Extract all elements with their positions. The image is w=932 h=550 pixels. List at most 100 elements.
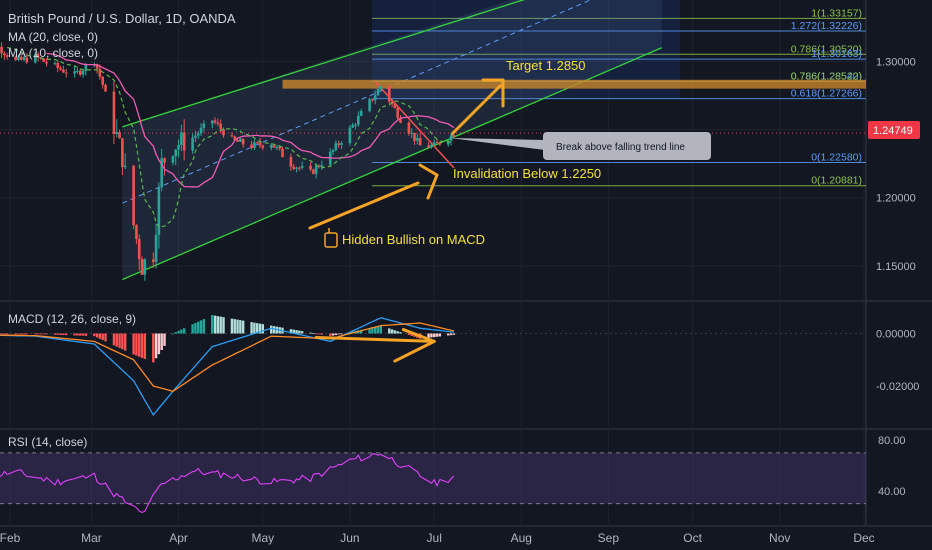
target-arrow-shaft xyxy=(450,84,502,136)
candle-body xyxy=(22,57,26,60)
macd-histogram-bar xyxy=(239,320,242,334)
macd-histogram-bar xyxy=(216,316,220,334)
candle-body xyxy=(373,95,377,101)
macd-histogram-bar xyxy=(81,333,85,336)
candle-body xyxy=(137,238,141,259)
macd-histogram-bar xyxy=(256,323,259,334)
fib-level-label: 0(1.20881) xyxy=(811,175,862,187)
candle-body xyxy=(233,136,237,140)
macd-histogram-bar xyxy=(121,333,124,350)
candle-body xyxy=(81,70,85,75)
candle-body xyxy=(298,167,301,169)
macd-histogram-bar xyxy=(340,333,343,335)
macd-histogram-bar xyxy=(379,325,383,334)
macd-histogram-bar xyxy=(388,328,391,334)
candle-body xyxy=(213,120,217,123)
candle-body xyxy=(438,142,442,145)
candle-body xyxy=(452,135,456,137)
candle-body xyxy=(295,167,298,169)
candlestick-series xyxy=(0,42,456,281)
candle-body xyxy=(56,63,60,69)
macd-histogram-bar xyxy=(371,327,374,334)
candle-body xyxy=(104,84,107,92)
candle-body xyxy=(19,56,23,60)
candle-body xyxy=(180,132,183,146)
macd-histogram-bar xyxy=(76,333,79,336)
chart-overlays: 1(1.33157)1.272(1.32226) 0.786(1.30520)1(… xyxy=(0,0,866,281)
ma20-legend[interactable]: MA (20, close, 0) xyxy=(8,30,98,44)
candle-body xyxy=(98,68,102,77)
candle-body xyxy=(241,139,245,145)
macd-histogram-bar xyxy=(331,333,335,336)
macd-histogram-bar xyxy=(84,333,88,336)
candle-body xyxy=(300,165,304,168)
x-tick-label: Dec xyxy=(853,531,874,545)
macd-histogram-bar xyxy=(197,321,200,334)
macd-tick-label: -0.02000 xyxy=(876,381,919,393)
macd-histogram-bar xyxy=(3,333,6,335)
candle-body xyxy=(163,158,166,163)
fib-level-label: 0.786(1.28540) xyxy=(791,70,862,82)
ma20-line xyxy=(46,52,455,188)
macd-histogram-bar xyxy=(202,319,206,334)
candle-body xyxy=(239,139,242,142)
candle-body xyxy=(101,76,105,85)
rsi-pane xyxy=(0,452,866,514)
candle-body xyxy=(312,169,315,174)
candle-body xyxy=(132,165,135,226)
macd-histogram-bar xyxy=(427,333,430,338)
macd-histogram-bar xyxy=(34,333,37,335)
x-tick-label: Feb xyxy=(0,531,21,545)
candle-body xyxy=(253,142,256,149)
candle-body xyxy=(76,70,79,72)
macd-legend[interactable]: MACD (12, 26, close, 9) xyxy=(8,312,136,326)
macd-histogram-bar xyxy=(329,333,332,337)
candle-body xyxy=(33,54,37,63)
candle-body xyxy=(351,124,355,128)
callout-box xyxy=(543,132,711,160)
macd-histogram-bar xyxy=(45,333,48,335)
macd-histogram-bar xyxy=(250,322,253,334)
ma10-legend[interactable]: MA (10, close, 0) xyxy=(8,46,98,60)
candle-body xyxy=(177,145,180,150)
x-tick-label: Aug xyxy=(511,531,532,545)
candle-body xyxy=(62,69,65,73)
candle-body xyxy=(64,72,68,74)
candle-body xyxy=(222,129,225,136)
macd-histogram-bar xyxy=(317,333,321,335)
candle-body xyxy=(340,143,343,145)
candle-body xyxy=(250,144,253,149)
candle-body xyxy=(59,68,62,70)
x-tick-label: May xyxy=(251,531,274,545)
macd-histogram-bar xyxy=(62,333,65,336)
macd-histogram-bar xyxy=(452,333,456,335)
macd-histogram-bar xyxy=(98,333,102,339)
macd-histogram-bar xyxy=(309,332,312,334)
candle-body xyxy=(78,70,82,75)
rsi-legend[interactable]: RSI (14, close) xyxy=(8,435,87,449)
macd-pane xyxy=(0,315,866,417)
macd-histogram-bar xyxy=(399,332,402,334)
candle-body xyxy=(334,143,338,150)
macd-histogram-bar xyxy=(222,317,225,334)
macd-histogram-bar xyxy=(17,333,20,335)
macd-histogram-bar xyxy=(199,320,203,334)
candle-body xyxy=(42,58,46,62)
candle-body xyxy=(399,118,402,123)
candle-body xyxy=(354,124,357,126)
candle-body xyxy=(210,120,214,124)
macd-histogram-bar xyxy=(315,333,318,335)
macd-histogram-bar xyxy=(163,333,166,346)
fib-level-label: 1(1.33157) xyxy=(811,7,862,19)
macd-histogram-bar xyxy=(160,333,163,350)
candle-body xyxy=(272,145,276,148)
candle-body xyxy=(357,115,360,125)
breakout-callout: Break above falling trend line xyxy=(450,132,711,160)
macd-histogram-bar xyxy=(261,324,265,334)
candle-body xyxy=(309,165,312,170)
candle-body xyxy=(160,158,163,188)
candle-body xyxy=(112,91,116,134)
candle-body xyxy=(140,258,144,275)
macd-arrow-shaft xyxy=(314,335,436,343)
